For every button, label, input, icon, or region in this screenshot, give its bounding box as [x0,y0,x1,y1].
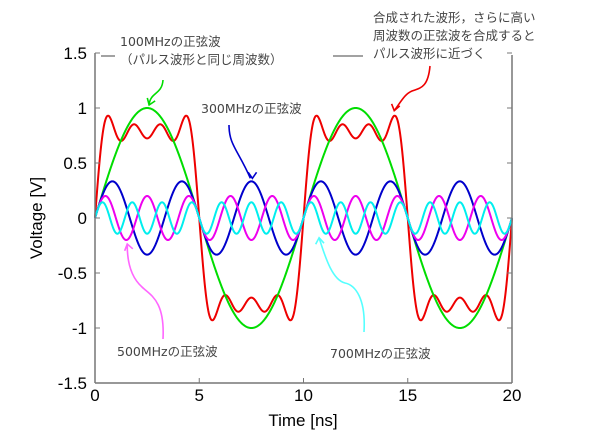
y-axis-title: Voltage [V] [27,177,46,259]
x-tick-label: 10 [294,386,313,405]
annotation-100mhz-arrow [148,79,164,106]
y-tick-label: -1 [72,319,87,338]
annotation-700mhz-arrow [318,237,365,333]
annotation-100mhz-arrowhead [146,97,156,107]
annotation-sum-text: 周波数の正弦波を合成すると [373,28,536,43]
annotations: 100MHzの正弦波 （パルス波形と同じ周波数） 300MHzの正弦波 500MHzの… [101,10,536,361]
x-tick-label: 5 [195,386,204,405]
x-axis-title: Time [ns] [268,411,337,430]
annotation-sum-text: パルス波形に近づく [373,46,486,61]
y-tick-label: 0.5 [63,154,87,173]
annotation-300mhz-arrow [228,124,252,179]
annotation-500mhz-text: 500MHzの正弦波 [117,344,218,359]
annotation-700mhz-arrowhead [314,236,325,245]
annotation-sum-text: 合成された波形，さらに高い [373,10,536,25]
x-tick-label: 20 [503,386,522,405]
y-ticks: -1.5 -1 -0.5 0 0.5 1 1.5 [58,44,512,393]
y-tick-label: 1 [78,99,87,118]
annotation-100mhz-text: （パルス波形と同じ周波数） [120,52,283,67]
annotation-700mhz-text: 700MHzの正弦波 [330,346,431,361]
x-tick-label: 15 [398,386,417,405]
series-layer [94,106,513,330]
axes: -1.5 -1 -0.5 0 0.5 1 1.5 0 5 10 15 20 [58,44,522,405]
annotation-sum-arrowhead [390,103,401,113]
x-ticks: 0 5 10 15 20 [90,378,521,405]
x-tick-label: 0 [90,386,99,405]
annotation-sum-arrow [393,65,431,112]
y-tick-label: -0.5 [58,264,87,283]
annotation-300mhz-arrowhead [247,171,258,180]
y-tick-label: 0 [78,209,87,228]
y-tick-label: -1.5 [58,374,87,393]
y-tick-label: 1.5 [63,44,87,63]
annotation-100mhz-text: 100MHzの正弦波 [120,34,221,49]
annotation-300mhz-text: 300MHzの正弦波 [201,101,302,116]
annotation-500mhz-arrowhead [123,242,134,252]
annotation-500mhz-arrow [126,243,164,340]
series-line-700mhz [94,201,513,235]
